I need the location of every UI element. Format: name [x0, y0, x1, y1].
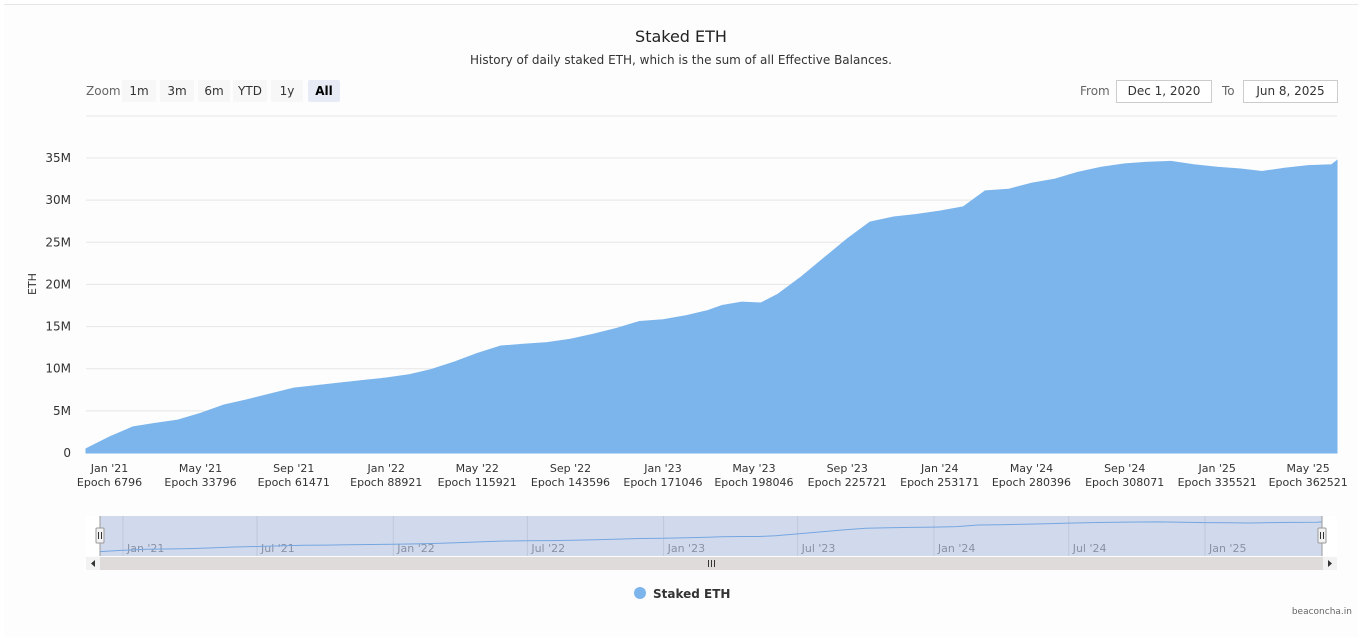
y-tick-label: 35M — [45, 151, 71, 165]
navigator-label: Jan '23 — [667, 542, 705, 555]
zoom-ytd-button[interactable]: YTD — [233, 80, 267, 102]
x-tick-label: May '25 — [1287, 462, 1330, 475]
navigator-series-line — [99, 521, 1323, 553]
x-tick-epoch-label: Epoch 280396 — [992, 476, 1071, 489]
x-tick-label: Jan '25 — [1197, 462, 1235, 475]
x-tick-epoch-label: Epoch 143596 — [531, 476, 610, 489]
range-to-input[interactable]: Jun 8, 2025 — [1243, 80, 1338, 103]
x-tick-label: Sep '22 — [550, 462, 591, 475]
x-tick-label: Sep '21 — [273, 462, 314, 475]
x-tick-epoch-label: Epoch 115921 — [438, 476, 517, 489]
x-tick-label: Jan '23 — [643, 462, 681, 475]
x-tick-epoch-label: Epoch 88921 — [350, 476, 422, 489]
scrollbar[interactable] — [86, 557, 1337, 570]
x-tick-label: Sep '23 — [827, 462, 868, 475]
legend-label: Staked ETH — [653, 587, 731, 601]
triangle-left-icon[interactable] — [91, 560, 95, 567]
navigator-label: Jan '24 — [937, 542, 975, 555]
x-tick-epoch-label: Epoch 362521 — [1269, 476, 1348, 489]
x-tick-epoch-label: Epoch 253171 — [900, 476, 979, 489]
x-tick-epoch-label: Epoch 61471 — [258, 476, 330, 489]
x-tick-epoch-label: Epoch 198046 — [714, 476, 793, 489]
zoom-1y-button[interactable]: 1y — [271, 80, 303, 102]
zoom-3m-button[interactable]: 3m — [160, 80, 194, 102]
x-tick-epoch-label: Epoch 6796 — [77, 476, 142, 489]
navigator-handle-left[interactable] — [95, 527, 105, 544]
zoom-label: Zoom — [86, 84, 121, 98]
plot-area — [85, 159, 1338, 454]
range-from-input[interactable]: Dec 1, 2020 — [1116, 80, 1212, 103]
navigator-label: Jan '25 — [1208, 542, 1246, 555]
x-tick-epoch-label: Epoch 225721 — [808, 476, 887, 489]
zoom-all-button[interactable]: All — [308, 80, 340, 102]
x-tick-label: May '22 — [456, 462, 499, 475]
navigator-selection-mask — [100, 516, 1322, 556]
legend-item-staked-eth[interactable]: Staked ETH — [634, 585, 730, 603]
chart-title: Staked ETH — [635, 27, 727, 46]
navigator-label: Jul '22 — [530, 542, 565, 555]
x-tick-label: May '21 — [179, 462, 222, 475]
y-tick-label: 20M — [45, 277, 71, 291]
x-tick-epoch-label: Epoch 33796 — [164, 476, 236, 489]
x-tick-epoch-label: Epoch 171046 — [623, 476, 702, 489]
range-from-label: From — [1080, 84, 1110, 98]
x-tick-label: May '23 — [732, 462, 775, 475]
y-tick-label: 15M — [45, 320, 71, 334]
navigator-label: Jul '24 — [1072, 542, 1107, 555]
navigator-label: Jan '22 — [396, 542, 434, 555]
y-axis: ETH 0 5M 10M 15M 20M 25M 30M 35M — [26, 151, 71, 460]
credit-link[interactable]: beaconcha.in — [1291, 607, 1352, 617]
range-to-label: To — [1222, 84, 1235, 98]
y-tick-label: 0 — [63, 446, 71, 460]
series-area-staked-eth — [85, 159, 1338, 454]
x-tick-label: May '24 — [1010, 462, 1053, 475]
y-tick-label: 30M — [45, 193, 71, 207]
x-tick-label: Jan '24 — [920, 462, 958, 475]
x-tick-epoch-label: Epoch 335521 — [1178, 476, 1257, 489]
navigator-label: Jan '21 — [126, 542, 164, 555]
zoom-6m-button[interactable]: 6m — [198, 80, 230, 102]
navigator-label: Jul '23 — [801, 542, 836, 555]
zoom-1m-button[interactable]: 1m — [122, 80, 156, 102]
y-axis-title: ETH — [26, 273, 39, 295]
y-tick-label: 10M — [45, 362, 71, 376]
y-tick-label: 25M — [45, 235, 71, 249]
legend-marker — [634, 587, 646, 599]
x-tick-epoch-label: Epoch 308071 — [1085, 476, 1164, 489]
x-tick-label: Jan '21 — [90, 462, 128, 475]
x-tick-label: Sep '24 — [1104, 462, 1145, 475]
y-tick-label: 5M — [53, 404, 71, 418]
x-tick-label: Jan '22 — [366, 462, 404, 475]
navigator-background — [86, 516, 1337, 556]
navigator-handle-right[interactable] — [1317, 527, 1327, 544]
chart-subtitle: History of daily staked ETH, which is th… — [469, 53, 892, 67]
triangle-right-icon[interactable] — [1328, 560, 1332, 567]
